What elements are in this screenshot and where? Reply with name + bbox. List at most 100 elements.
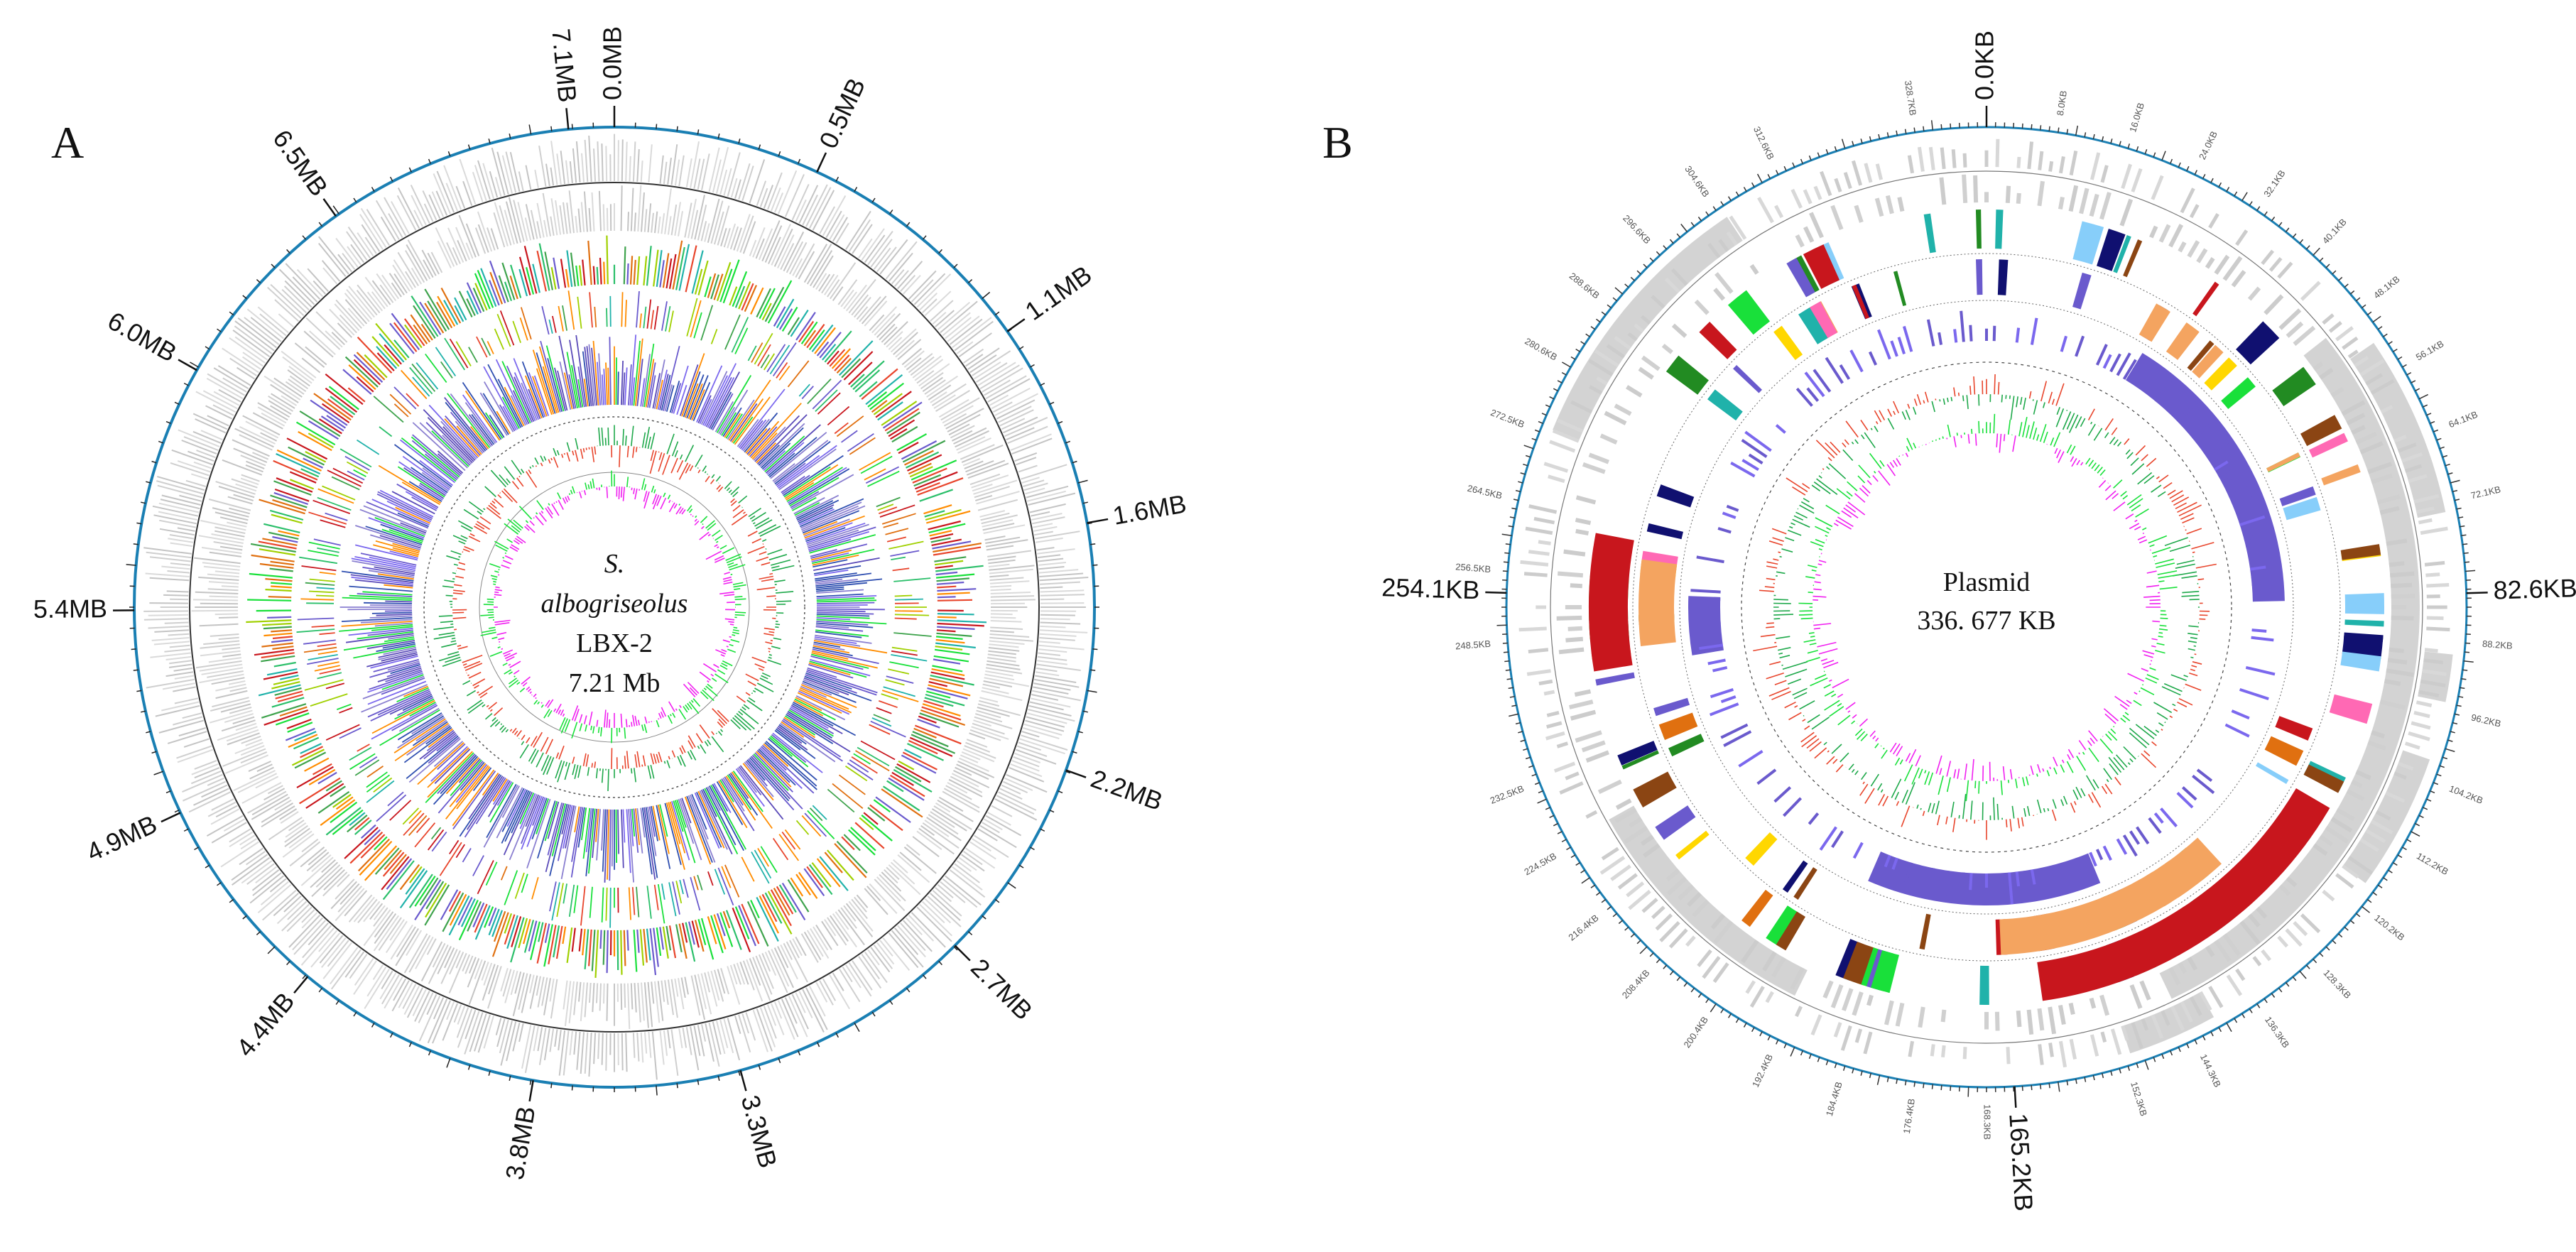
cog-reverse-block [1976, 259, 1983, 295]
cog-forward-block [2097, 229, 2126, 271]
gc-content-histogram-positive [1753, 374, 2217, 840]
major-tick-mark [739, 1069, 747, 1092]
minor-position-label: 128.3KB [2321, 967, 2353, 1001]
cog-forward-ring [263, 243, 984, 971]
strain-label: LBX-2 [576, 628, 653, 658]
cds-reverse-block [1609, 805, 1808, 996]
ncrna-ring [341, 351, 883, 878]
cds-forward-block [2350, 342, 2446, 518]
position-label-2.2MB: 2.2MB [1087, 763, 1167, 816]
ncrna-block [2126, 352, 2285, 602]
cog-forward-block [1786, 258, 1815, 298]
major-tick-mark [954, 945, 971, 962]
minor-position-label: 232.5KB [1489, 783, 1526, 806]
cog-forward-ring [250, 246, 972, 971]
position-label-1.6MB: 1.6MB [1111, 489, 1189, 530]
panel-a-letter: A [51, 117, 84, 168]
gc-skew-histogram-positive [1798, 413, 2178, 802]
organism-name-line1: S. [604, 549, 625, 579]
gc-content-histogram-negative [452, 445, 777, 770]
cog-reverse-ring [303, 306, 916, 898]
minor-position-label: 224.5KB [1522, 851, 1558, 878]
plasmid-label: Plasmid [1943, 567, 2030, 597]
cog-forward-ring [258, 245, 982, 967]
major-tick-mark [1087, 518, 1109, 524]
ring-separator [1550, 170, 2423, 1044]
cog-reverse-block [2255, 762, 2289, 784]
ncrna-ring [345, 334, 880, 883]
minor-position-label: 328.7KB [1903, 80, 1918, 116]
minor-position-label: 56.1KB [2414, 338, 2445, 362]
ncrna-ring [1699, 317, 2276, 905]
position-label-7.1MB: 7.1MB [546, 27, 582, 103]
minor-position-label: 304.6KB [1683, 164, 1711, 200]
gc-skew-histogram-negative [1813, 433, 2161, 781]
cog-reverse-block [1793, 867, 1817, 900]
cog-forward-block [2303, 764, 2344, 793]
minor-position-label: 24.0KB [2197, 129, 2219, 161]
position-label-3.3MB: 3.3MB [736, 1092, 783, 1171]
minor-position-label: 184.4KB [1824, 1080, 1844, 1117]
minor-position-label: 288.6KB [1567, 271, 1602, 301]
cog-forward-block [2236, 321, 2280, 365]
panel-b-letter: B [1322, 117, 1353, 168]
ncrna-block [1868, 851, 2101, 905]
cog-forward-block [2344, 593, 2385, 614]
cog-forward-block [1975, 209, 1982, 249]
position-label-1.1MB: 1.1MB [1020, 260, 1097, 326]
minor-position-label: 120.2KB [2372, 913, 2406, 943]
panel-b-center-label: Plasmid 336. 677 KB [1917, 567, 2055, 636]
cog-forward-ring [251, 240, 982, 967]
major-tick-mark [2013, 1086, 2017, 1108]
cog-forward-block [2344, 619, 2384, 627]
gc-content-histogram-negative [1773, 394, 2200, 820]
cog-reverse-block [2266, 452, 2300, 472]
panel-b-feature-rings [1518, 138, 2453, 1068]
ring-separator [1632, 253, 2341, 962]
cog-reverse-ring [308, 292, 919, 926]
cog-reverse-ring [308, 312, 919, 924]
cog-forward-block [2329, 694, 2373, 724]
cog-reverse-block [1810, 301, 1837, 339]
minor-position-label: 64.1KB [2447, 409, 2479, 430]
cog-forward-block [1776, 911, 1806, 951]
cog-reverse-block [1773, 325, 1803, 361]
minor-position-label: 152.3KB [2129, 1080, 2149, 1117]
position-label-3.8MB: 3.8MB [500, 1104, 541, 1182]
cog-reverse-block [2275, 716, 2313, 741]
ring-separator [189, 182, 1040, 1033]
cog-reverse-block [2283, 496, 2321, 521]
ncrna-ring [357, 337, 885, 881]
cog-reverse-block [1733, 365, 1763, 393]
cog-reverse-block [2264, 736, 2304, 766]
minor-position-label: 248.5KB [1455, 638, 1491, 652]
cds-reverse-ring [1557, 174, 2415, 1031]
major-tick-mark [1006, 318, 1026, 332]
minor-position-label: 192.4KB [1750, 1052, 1775, 1089]
cog-reverse-block [1745, 832, 1778, 866]
minor-position-label: 168.3KB [1982, 1104, 1993, 1140]
cog-reverse-block [1852, 284, 1869, 320]
cog-reverse-block [1893, 271, 1907, 307]
gc-skew-histogram-negative [494, 486, 736, 728]
cog-forward-block [1633, 771, 1677, 807]
major-tick-mark [1065, 769, 1087, 778]
cog-forward-ring [247, 259, 975, 972]
position-label-254.1KB: 254.1KB [1381, 572, 1480, 604]
gc-baseline-circle [423, 416, 805, 798]
plasmid-size-label: 336. 677 KB [1917, 606, 2055, 636]
minor-position-label: 200.4KB [1682, 1015, 1710, 1050]
cog-forward-block [2308, 432, 2348, 458]
cog-forward-block [1766, 905, 1800, 947]
cds-forward-ring [1518, 138, 2450, 1068]
minor-position-label: 48.1KB [2371, 273, 2402, 300]
position-label-0.0KB: 0.0KB [1970, 31, 1999, 100]
panel-a-center-label: S. albogriseolus LBX-2 7.21 Mb [541, 549, 688, 698]
major-tick-mark [178, 359, 197, 371]
minor-position-label: 264.5KB [1467, 483, 1504, 501]
cog-forward-block [2037, 788, 2330, 1001]
position-label-165.2KB: 165.2KB [2004, 1112, 2038, 1212]
ncrna-ring [339, 344, 872, 883]
ncrna-block [1688, 596, 1724, 655]
cog-reverse-block [1668, 734, 1705, 757]
